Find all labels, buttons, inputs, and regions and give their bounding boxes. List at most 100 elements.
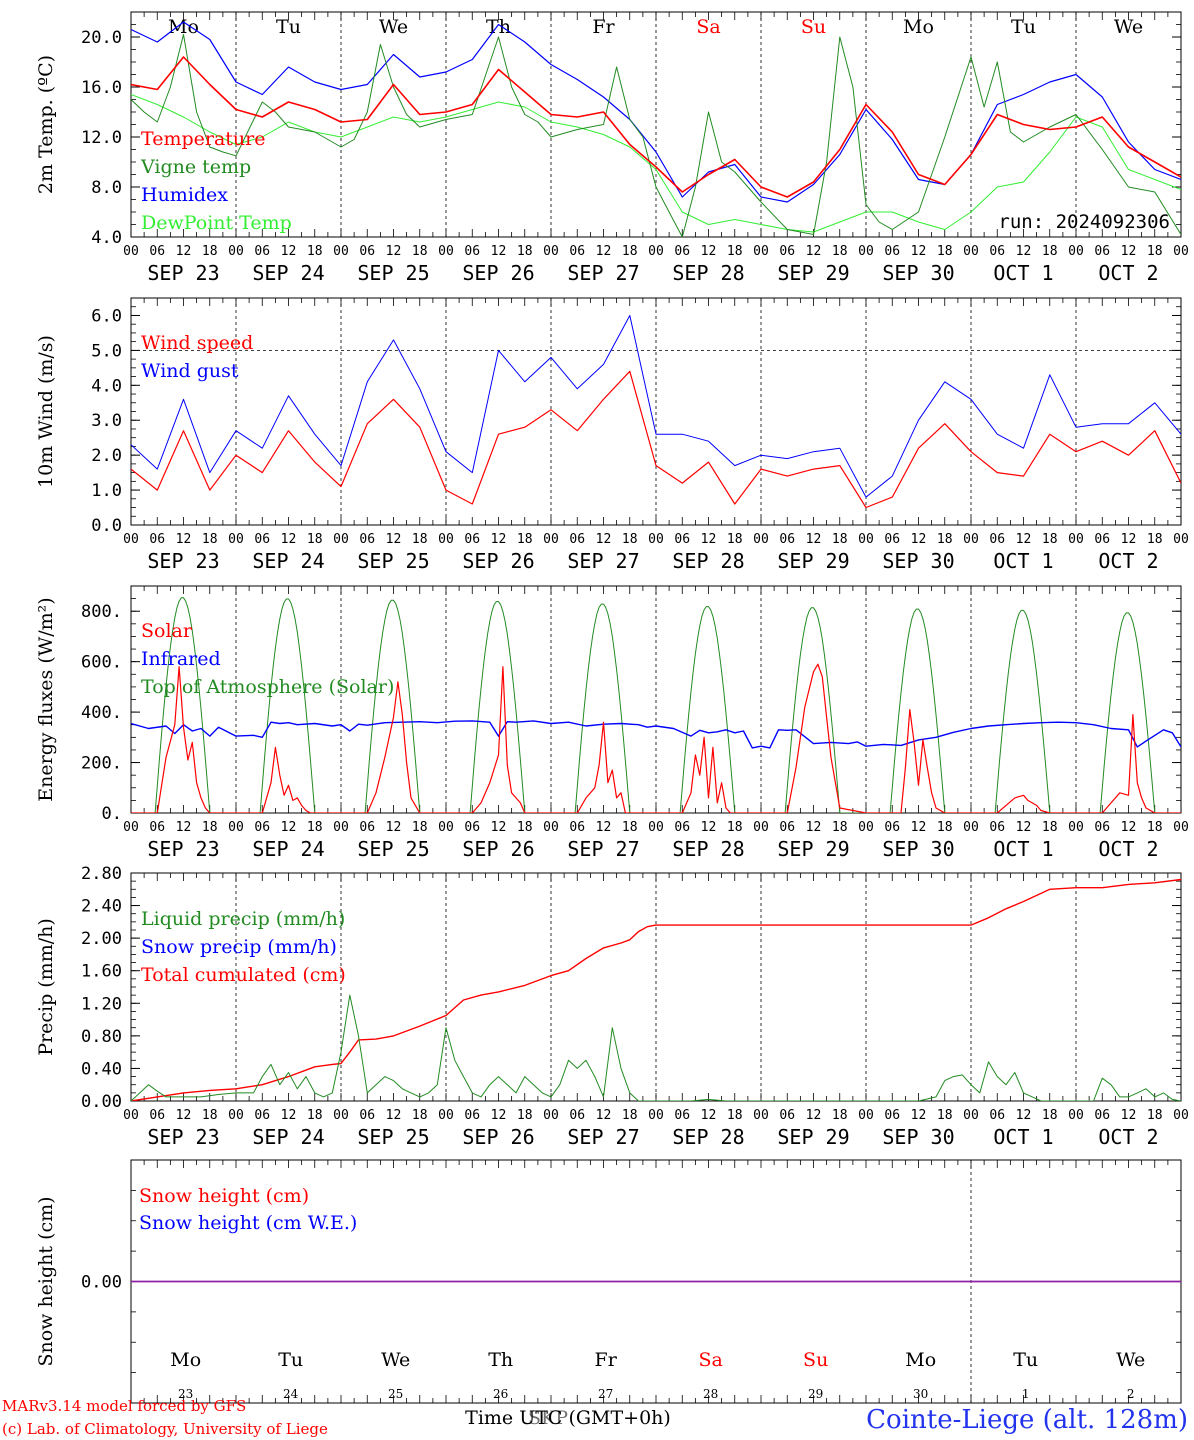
x-hour-label: 12 xyxy=(281,532,297,547)
x-hour-label: 00 xyxy=(963,820,979,835)
x-hour-label: 00 xyxy=(123,820,139,835)
x-hour-label: 18 xyxy=(307,244,323,259)
x-date-label: OCT 1 xyxy=(993,549,1053,573)
x-hour-label: 06 xyxy=(149,532,165,547)
y-tick-label: 0.80 xyxy=(81,1027,122,1047)
x-hour-label: 18 xyxy=(517,820,533,835)
series-group xyxy=(131,878,1181,1101)
series-wind-speed xyxy=(131,370,1181,509)
y-axis-title: 10m Wind (m/s) xyxy=(35,335,57,488)
x-hour-label: 00 xyxy=(858,532,874,547)
x-hour-label: 06 xyxy=(464,820,480,835)
x-hour-label: 00 xyxy=(1173,1108,1189,1123)
x-hour-label: 12 xyxy=(596,820,612,835)
lab-credit: (c) Lab. of Climatology, University of L… xyxy=(2,1420,328,1438)
time-axis-label: Time UTC (GMT+0h) xyxy=(465,1407,671,1429)
x-date-label: OCT 1 xyxy=(993,837,1053,861)
y-tick-label: 0.00 xyxy=(81,1273,122,1293)
x-date-label: SEP 25 xyxy=(357,1125,429,1149)
x-date-label: SEP 30 xyxy=(882,1125,954,1149)
x-hour-label: 06 xyxy=(254,820,270,835)
y-tick-label: 1.60 xyxy=(81,962,122,982)
x-hour-label: 12 xyxy=(176,244,192,259)
y-tick-label: 600. xyxy=(81,653,122,673)
x-hour-label: 06 xyxy=(569,244,585,259)
x-hour-label: 06 xyxy=(569,532,585,547)
x-hour-label: 00 xyxy=(1068,532,1084,547)
x-hour-label: 06 xyxy=(464,244,480,259)
legend-entry: Snow height (cm W.E.) xyxy=(139,1212,357,1234)
x-date-label: SEP 28 xyxy=(672,1125,744,1149)
x-hour-label: 00 xyxy=(858,1108,874,1123)
x-hour-label: 18 xyxy=(307,1108,323,1123)
x-hour-label: 00 xyxy=(438,244,454,259)
x-date-label: OCT 2 xyxy=(1098,549,1158,573)
x-hour-label: 06 xyxy=(779,532,795,547)
x-hour-label: 00 xyxy=(753,820,769,835)
x-hour-label: 18 xyxy=(517,244,533,259)
y-tick-label: 2.0 xyxy=(91,446,122,466)
x-hour-label: 18 xyxy=(202,244,218,259)
series-dewpoint-temp xyxy=(131,94,1181,233)
x-date-label: SEP 24 xyxy=(252,261,324,285)
x-hour-label: 18 xyxy=(1042,1108,1058,1123)
x-hour-label: 12 xyxy=(1016,1108,1032,1123)
x-hour-label: 00 xyxy=(543,244,559,259)
x-hour-label: 12 xyxy=(596,244,612,259)
weekday-label: Mo xyxy=(903,16,934,38)
x-hour-label: 06 xyxy=(884,532,900,547)
x-date-label: SEP 27 xyxy=(567,837,639,861)
x-date-label: SEP 27 xyxy=(567,1125,639,1149)
x-hour-label: 06 xyxy=(779,1108,795,1123)
legend-entry: Vigne temp xyxy=(140,156,251,178)
day-number-label: 29 xyxy=(808,1387,823,1401)
legend-entry: Infrared xyxy=(141,648,221,670)
x-hour-label: 06 xyxy=(989,532,1005,547)
weekday-label: Th xyxy=(486,16,511,38)
x-hour-label: 12 xyxy=(1016,244,1032,259)
series-total-cumulated-cm xyxy=(131,878,1181,1101)
x-hour-label: 06 xyxy=(254,532,270,547)
day-number-label: 26 xyxy=(493,1387,508,1401)
x-hour-label: 00 xyxy=(543,532,559,547)
x-hour-label: 12 xyxy=(176,532,192,547)
panel-4: 0.00 0.40 0.80 1.20 1.60 2.00 2.40 2.80 Precip (… xyxy=(35,864,1189,1149)
x-hour-label: 18 xyxy=(937,1108,953,1123)
x-hour-label: 18 xyxy=(937,820,953,835)
x-hour-label: 12 xyxy=(911,532,927,547)
x-hour-label: 18 xyxy=(727,244,743,259)
weekday-label: Su xyxy=(803,1349,828,1371)
x-hour-label: 00 xyxy=(753,1108,769,1123)
x-hour-label: 00 xyxy=(333,532,349,547)
x-hour-label: 18 xyxy=(727,820,743,835)
x-hour-label: 12 xyxy=(491,820,507,835)
y-tick-label: 0.00 xyxy=(81,1092,122,1112)
y-tick-label: 12.0 xyxy=(81,128,122,148)
x-hour-label: 06 xyxy=(569,820,585,835)
x-hour-label: 18 xyxy=(202,1108,218,1123)
x-hour-label: 00 xyxy=(438,1108,454,1123)
x-hour-label: 18 xyxy=(937,532,953,547)
x-hour-label: 00 xyxy=(228,820,244,835)
legend-entry: Wind gust xyxy=(141,360,239,382)
series-group xyxy=(131,315,1181,509)
legend-entry: Solar xyxy=(141,620,193,642)
x-hour-label: 12 xyxy=(1121,532,1137,547)
x-hour-label: 12 xyxy=(1016,532,1032,547)
weekday-label: We xyxy=(379,16,408,38)
x-hour-label: 00 xyxy=(648,532,664,547)
x-hour-label: 18 xyxy=(832,244,848,259)
x-hour-label: 06 xyxy=(254,244,270,259)
y-axis-title: Snow height (cm) xyxy=(35,1196,57,1366)
weekday-label: Tu xyxy=(1011,16,1036,38)
x-date-label: SEP 25 xyxy=(357,261,429,285)
x-hour-label: 06 xyxy=(674,1108,690,1123)
x-hour-label: 18 xyxy=(412,820,428,835)
x-hour-label: 06 xyxy=(359,244,375,259)
x-date-label: OCT 2 xyxy=(1098,837,1158,861)
x-hour-label: 12 xyxy=(491,1108,507,1123)
x-hour-label: 06 xyxy=(1094,820,1110,835)
x-date-label: SEP 26 xyxy=(462,1125,534,1149)
x-date-label: SEP 29 xyxy=(777,549,849,573)
x-hour-label: 00 xyxy=(963,244,979,259)
